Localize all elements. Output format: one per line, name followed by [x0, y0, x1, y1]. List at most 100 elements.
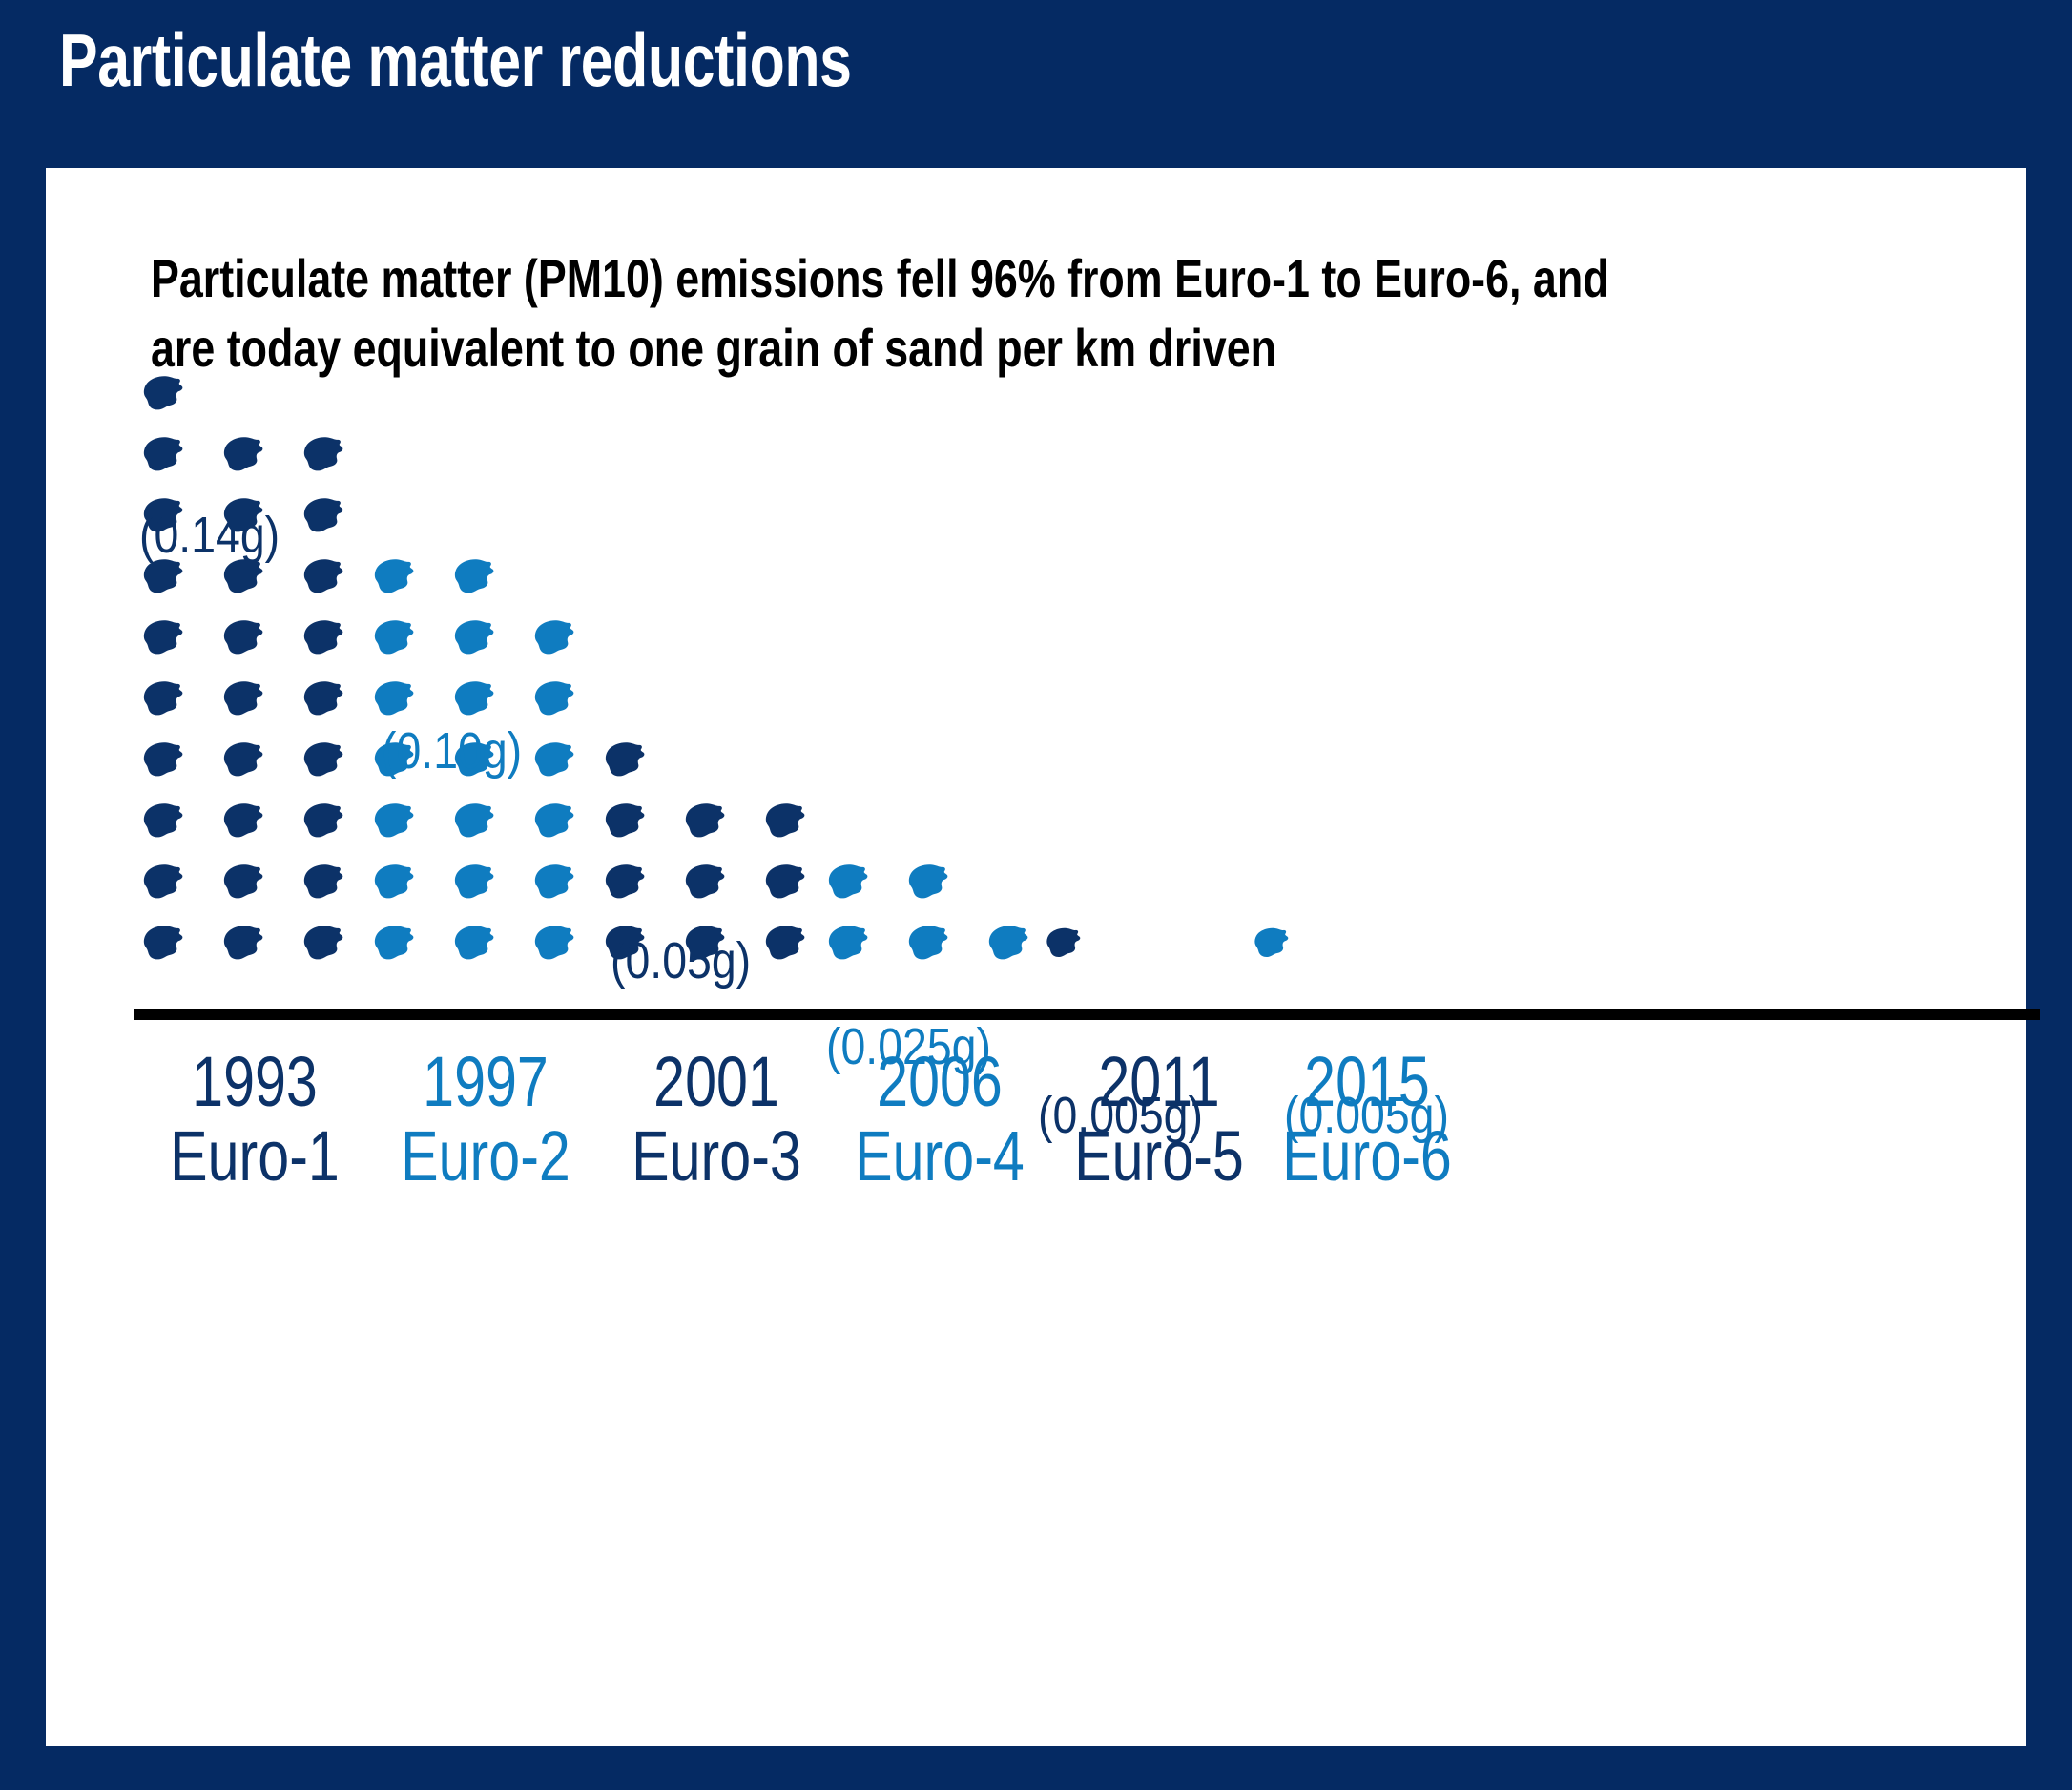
pictogram-cell	[525, 668, 605, 729]
pictogram-cell	[445, 668, 525, 729]
pictogram-cell	[214, 546, 294, 607]
pictogram-column-euro-4	[818, 851, 1059, 973]
pictogram-row	[818, 912, 1059, 973]
pictogram-cell	[294, 363, 374, 424]
pictogram-cell	[445, 607, 525, 668]
pictogram-cell	[294, 424, 374, 485]
pictogram-column-euro-3	[595, 729, 836, 973]
dirt-speck-icon	[988, 926, 1028, 960]
pictogram-row	[134, 668, 374, 729]
pictogram-cell	[1246, 912, 1326, 973]
pictogram-cell	[364, 729, 445, 790]
value-label-euro-6: (0.005g)	[1284, 1087, 1449, 1144]
pictogram-row	[134, 851, 374, 912]
pictogram-column-euro-2	[364, 546, 605, 973]
value-label-euro-3: (0.05g)	[611, 932, 752, 989]
dirt-speck-icon	[223, 803, 263, 838]
dirt-speck-icon	[534, 681, 574, 716]
dirt-speck-icon	[143, 498, 183, 532]
dirt-speck-icon	[303, 559, 343, 593]
dirt-speck-icon	[534, 620, 574, 655]
pictogram-cell	[595, 851, 675, 912]
content-panel: Particulate matter (PM10) emissions fell…	[46, 168, 2040, 1746]
pictogram-cell	[214, 607, 294, 668]
x-axis-label-euro-2: 1997 Euro-2	[347, 1046, 624, 1197]
pictogram-cell	[134, 424, 214, 485]
pictogram-row	[595, 912, 836, 973]
pictogram-cell	[364, 607, 445, 668]
x-axis-year: 1997	[423, 1042, 549, 1121]
pictogram-cell	[979, 851, 1059, 912]
pictogram-cell	[756, 912, 836, 973]
dirt-speck-icon	[454, 926, 494, 960]
dirt-speck-icon	[374, 803, 414, 838]
pictogram-row	[364, 607, 605, 668]
pictogram-row	[364, 790, 605, 851]
pictogram-row	[134, 790, 374, 851]
dirt-speck-icon	[223, 559, 263, 593]
pictogram-column-euro-5	[1038, 912, 1278, 973]
x-axis-label-euro-5: 2011 Euro-5	[1021, 1046, 1297, 1197]
dirt-speck-icon	[143, 803, 183, 838]
pictogram-cell	[595, 912, 675, 973]
pictogram-cell	[134, 485, 214, 546]
dirt-speck-icon	[223, 926, 263, 960]
pictogram-row	[364, 546, 605, 607]
pictogram-cell	[525, 790, 605, 851]
dirt-speck-icon	[303, 620, 343, 655]
pictogram-cell	[1038, 912, 1118, 973]
value-label-euro-1: (0.14g)	[139, 507, 280, 564]
dirt-speck-icon	[454, 742, 494, 777]
pictogram-cell	[294, 546, 374, 607]
dirt-speck-icon	[303, 681, 343, 716]
dirt-speck-icon	[143, 864, 183, 899]
pictogram-cell	[675, 729, 756, 790]
pictogram-cell	[595, 790, 675, 851]
pictogram-cell	[134, 668, 214, 729]
dirt-speck-icon	[143, 926, 183, 960]
dirt-speck-icon	[765, 803, 805, 838]
pictogram-cell	[445, 546, 525, 607]
pictogram-cell	[294, 851, 374, 912]
pictogram-row	[364, 912, 605, 973]
pictogram-cell	[756, 729, 836, 790]
pictogram-cell	[134, 546, 214, 607]
pictogram-row	[134, 607, 374, 668]
pictogram-row	[134, 546, 374, 607]
pictogram-cell	[1406, 912, 1486, 973]
pictogram-cell	[899, 912, 979, 973]
dirt-speck-icon	[143, 437, 183, 471]
dirt-speck-icon	[303, 498, 343, 532]
pictogram-row	[1246, 912, 1486, 973]
pictogram-cell	[756, 790, 836, 851]
pictogram-row	[134, 912, 374, 973]
pictogram-cell	[1118, 912, 1198, 973]
dirt-speck-icon	[765, 926, 805, 960]
pictogram-cell	[214, 790, 294, 851]
pictogram-cell	[294, 729, 374, 790]
x-axis-year: 2011	[1098, 1042, 1220, 1121]
x-axis-label-euro-3: 2001 Euro-3	[578, 1046, 855, 1197]
pictogram-cell	[1326, 912, 1406, 973]
dirt-speck-icon	[223, 437, 263, 471]
pictogram-cell	[525, 607, 605, 668]
pictogram-cell	[525, 851, 605, 912]
dirt-speck-icon	[685, 803, 725, 838]
dirt-speck-icon	[605, 926, 645, 960]
pictogram-cell	[818, 912, 899, 973]
pictogram-cell	[294, 485, 374, 546]
pictogram-cell	[595, 729, 675, 790]
dirt-speck-icon	[143, 742, 183, 777]
dirt-speck-icon	[303, 437, 343, 471]
dirt-speck-icon	[223, 498, 263, 532]
pictogram-row	[595, 851, 836, 912]
x-axis-standard: Euro-1	[170, 1116, 340, 1197]
pictogram-cell	[445, 851, 525, 912]
pictogram-cell	[214, 363, 294, 424]
pictogram-cell	[445, 790, 525, 851]
pictogram-cell	[675, 912, 756, 973]
pictogram-cell	[364, 851, 445, 912]
pictogram-cell	[979, 912, 1059, 973]
pictogram-cell	[818, 851, 899, 912]
